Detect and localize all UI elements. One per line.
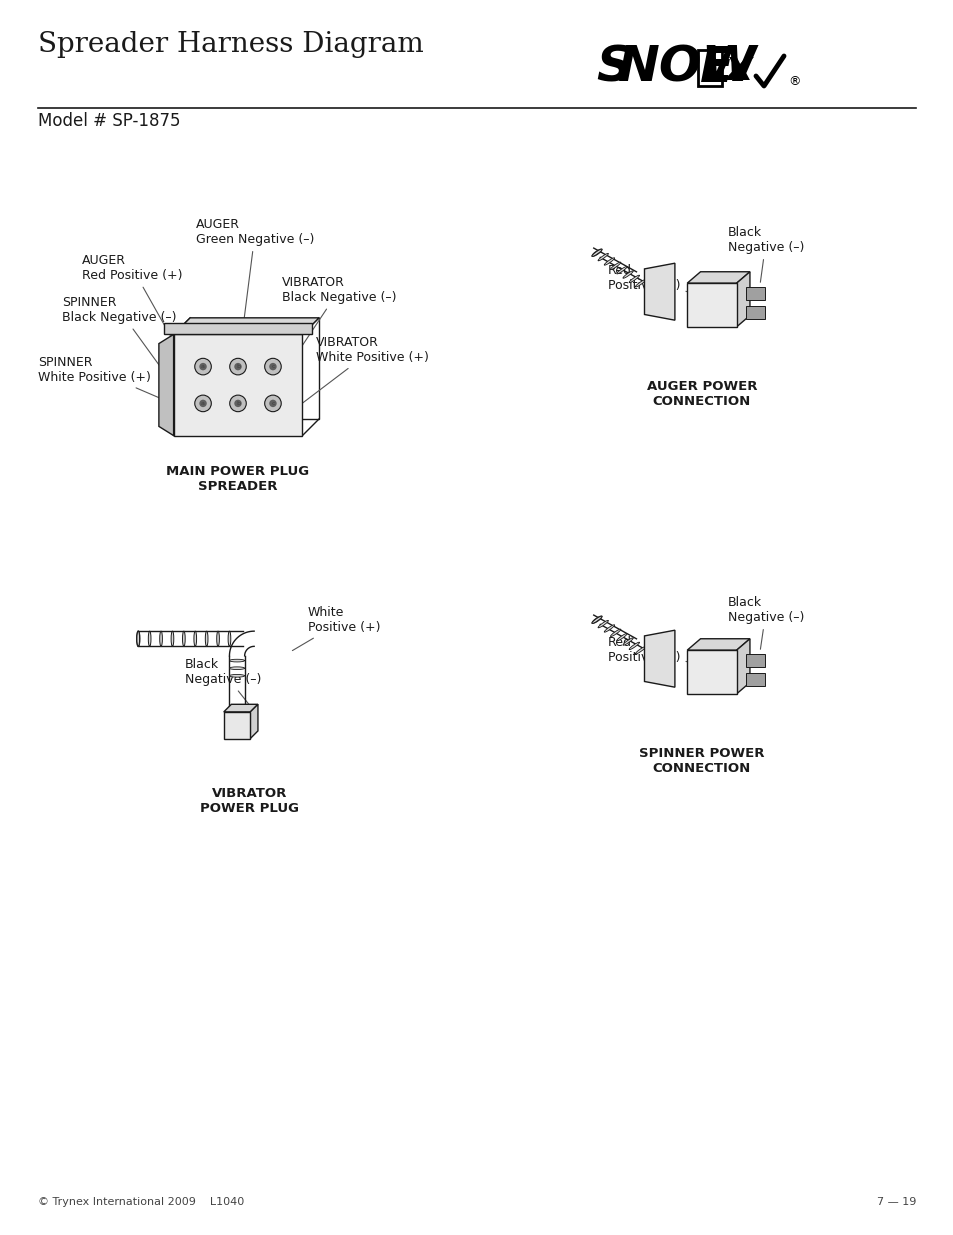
Ellipse shape (591, 616, 601, 624)
Text: MAIN POWER PLUG
SPREADER: MAIN POWER PLUG SPREADER (166, 466, 309, 493)
Text: Black
Negative (–): Black Negative (–) (727, 597, 803, 650)
Ellipse shape (171, 631, 173, 646)
Text: AUGER
Green Negative (–): AUGER Green Negative (–) (195, 219, 314, 364)
Ellipse shape (228, 631, 231, 646)
Ellipse shape (629, 642, 639, 650)
Text: VIBRATOR
Black Negative (–): VIBRATOR Black Negative (–) (282, 275, 396, 364)
Bar (224, 711, 250, 739)
Ellipse shape (230, 667, 244, 669)
Ellipse shape (622, 270, 633, 278)
Text: x: x (725, 47, 752, 89)
Text: b: b (235, 364, 240, 369)
Ellipse shape (230, 674, 244, 677)
Text: VIBRATOR
White Positive (+): VIBRATOR White Positive (+) (302, 336, 429, 404)
Text: SPINNER
Black Negative (–): SPINNER Black Negative (–) (62, 296, 186, 403)
Text: © Trynex International 2009    L1040: © Trynex International 2009 L1040 (38, 1197, 244, 1207)
Circle shape (194, 358, 212, 375)
Polygon shape (686, 638, 749, 650)
Text: AUGER
Red Positive (+): AUGER Red Positive (+) (82, 254, 187, 364)
Text: ®: ® (787, 75, 800, 89)
Polygon shape (644, 263, 674, 320)
Ellipse shape (622, 637, 633, 645)
Text: SPINNER POWER
CONNECTION: SPINNER POWER CONNECTION (639, 747, 764, 776)
Circle shape (269, 363, 276, 370)
Polygon shape (173, 317, 318, 335)
Ellipse shape (616, 634, 626, 641)
Ellipse shape (635, 279, 645, 287)
Bar (745, 673, 764, 687)
Text: E: E (700, 44, 734, 91)
Bar (173, 335, 302, 436)
Text: White
Positive (+): White Positive (+) (292, 606, 380, 651)
Bar (686, 283, 736, 327)
Text: a: a (201, 364, 205, 369)
Text: c: c (271, 364, 274, 369)
Ellipse shape (216, 631, 219, 646)
Bar (745, 287, 764, 300)
Text: Black
Negative (–): Black Negative (–) (727, 226, 803, 283)
Polygon shape (736, 638, 749, 694)
Bar (698, 49, 721, 86)
Ellipse shape (591, 249, 601, 257)
Text: Red
Positive (+): Red Positive (+) (607, 636, 751, 679)
Text: Red
Positive (+): Red Positive (+) (607, 264, 751, 312)
Circle shape (194, 395, 212, 411)
Ellipse shape (193, 631, 196, 646)
Text: c: c (271, 401, 274, 406)
Polygon shape (686, 272, 749, 283)
Bar (164, 324, 312, 335)
Ellipse shape (159, 631, 162, 646)
Ellipse shape (610, 262, 620, 269)
Circle shape (234, 363, 241, 370)
Ellipse shape (629, 275, 639, 283)
Ellipse shape (635, 647, 645, 655)
Circle shape (269, 400, 276, 408)
Text: a: a (201, 401, 205, 406)
Text: AUGER POWER
CONNECTION: AUGER POWER CONNECTION (646, 380, 757, 408)
Ellipse shape (205, 631, 208, 646)
Circle shape (234, 400, 241, 408)
Ellipse shape (148, 631, 151, 646)
Text: Spreader Harness Diagram: Spreader Harness Diagram (38, 31, 423, 58)
Circle shape (264, 358, 281, 375)
Text: Black
Negative (–): Black Negative (–) (185, 658, 261, 710)
Ellipse shape (136, 631, 140, 646)
Text: Model # SP-1875: Model # SP-1875 (38, 112, 180, 130)
Circle shape (230, 395, 246, 411)
Bar (190, 317, 318, 419)
Ellipse shape (603, 258, 614, 266)
Ellipse shape (230, 659, 244, 662)
Polygon shape (159, 335, 173, 436)
Text: 7 — 19: 7 — 19 (876, 1197, 915, 1207)
Polygon shape (736, 272, 749, 327)
Polygon shape (644, 630, 674, 687)
Ellipse shape (592, 249, 601, 256)
Text: b: b (235, 401, 240, 406)
Ellipse shape (603, 625, 614, 632)
Ellipse shape (598, 620, 608, 627)
Ellipse shape (610, 629, 620, 636)
Text: NOW: NOW (618, 44, 757, 91)
Bar (745, 306, 764, 320)
Text: S: S (596, 44, 631, 91)
Bar (745, 655, 764, 667)
Polygon shape (250, 704, 257, 739)
Circle shape (199, 400, 207, 408)
Bar (686, 650, 736, 694)
Text: SPINNER
White Positive (+): SPINNER White Positive (+) (38, 356, 173, 404)
Ellipse shape (616, 267, 626, 274)
Ellipse shape (598, 253, 608, 261)
Circle shape (199, 363, 207, 370)
Ellipse shape (182, 631, 185, 646)
Ellipse shape (137, 631, 139, 646)
Polygon shape (224, 704, 257, 711)
Text: VIBRATOR
POWER PLUG: VIBRATOR POWER PLUG (200, 787, 299, 815)
Ellipse shape (592, 616, 601, 624)
Circle shape (264, 395, 281, 411)
Circle shape (230, 358, 246, 375)
